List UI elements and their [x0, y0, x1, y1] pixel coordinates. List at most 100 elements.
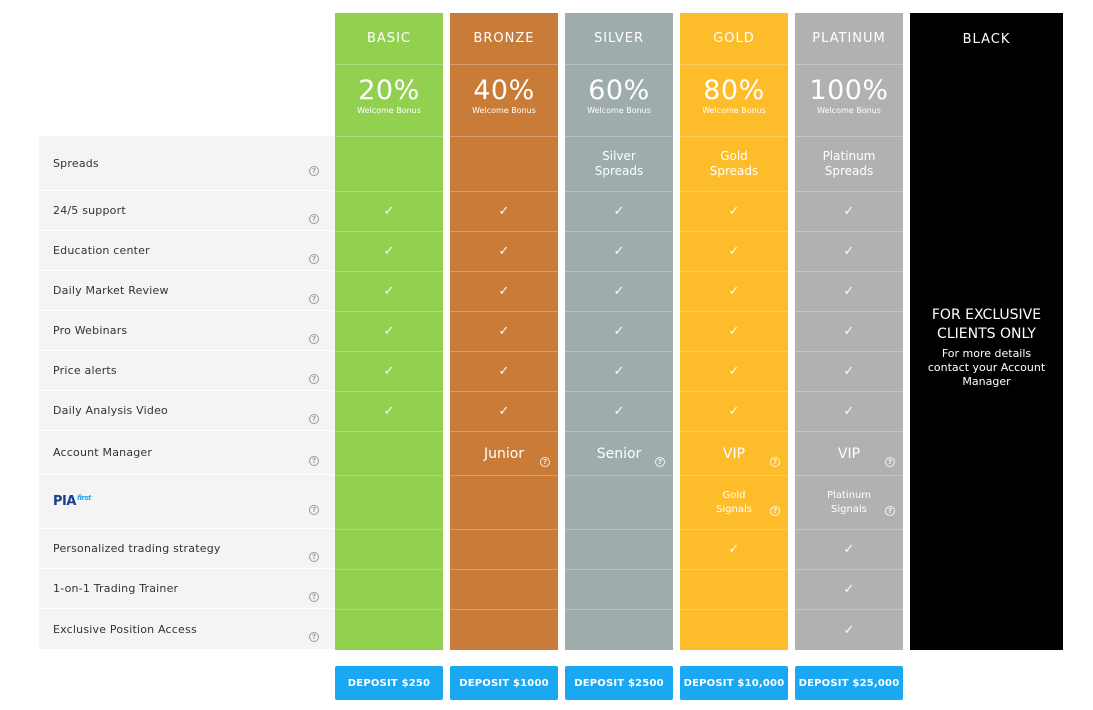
help-icon[interactable]: ? [309, 413, 319, 424]
checkmark-icon: ✓ [843, 324, 855, 339]
help-icon[interactable]: ? [309, 213, 319, 224]
feature-label: Account Manager [53, 446, 153, 459]
help-icon[interactable]: ? [309, 373, 319, 384]
pia-signals-cell: Platinum Signals? [795, 475, 903, 529]
account-manager-cell: Junior? [450, 431, 558, 475]
account-manager-value: VIP [837, 445, 861, 462]
checkmark-icon: ✓ [383, 244, 395, 259]
checkmark-icon: ✓ [498, 244, 510, 259]
plan-cell: ✓ [565, 311, 673, 351]
exclusive-message: FOR EXCLUSIVE CLIENTS ONLY For more deta… [910, 306, 1063, 389]
checkmark-icon: ✓ [843, 622, 855, 638]
feature-label: Daily Market Review [53, 284, 169, 297]
checkmark-icon: ✓ [843, 244, 855, 259]
account-manager-cell: VIP? [680, 431, 788, 475]
help-icon[interactable]: ? [540, 456, 550, 467]
feature-row: 1-on-1 Trading Trainer? [39, 569, 335, 609]
pia-logo-text: PIA [53, 494, 76, 509]
feature-row: Account Manager? [39, 431, 335, 475]
plan-name: PLATINUM [795, 13, 903, 65]
deposit-button-silver[interactable]: DEPOSIT $2500 [565, 666, 673, 700]
spreads-cell: Platinum Spreads [795, 136, 903, 191]
plan-cell [450, 569, 558, 609]
bonus-percent: 20% [358, 75, 420, 106]
deposit-button-gold[interactable]: DEPOSIT $10,000 [680, 666, 788, 700]
help-icon[interactable]: ? [309, 591, 319, 602]
help-icon-wrap: ? [309, 246, 319, 265]
help-icon[interactable]: ? [655, 456, 665, 467]
spreads-cell [335, 136, 443, 191]
help-icon[interactable]: ? [309, 551, 319, 562]
feature-label: Exclusive Position Access [53, 622, 197, 636]
help-icon[interactable]: ? [885, 456, 895, 467]
account-manager-cell: Senior? [565, 431, 673, 475]
checkmark-icon: ✓ [498, 204, 510, 219]
checkmark-icon: ✓ [728, 324, 740, 339]
help-icon[interactable]: ? [770, 456, 780, 467]
exclusive-subtitle: For more details contact your Account Ma… [927, 347, 1046, 388]
help-icon[interactable]: ? [309, 333, 319, 344]
checkmark-icon: ✓ [383, 284, 395, 299]
plan-cell: ✓ [795, 529, 903, 569]
plan-column-black: BLACK FOR EXCLUSIVE CLIENTS ONLY For mor… [910, 13, 1063, 650]
plan-cell: ✓ [450, 231, 558, 271]
help-icon[interactable]: ? [309, 455, 319, 466]
plan-name: BRONZE [450, 13, 558, 65]
feature-label: Pro Webinars [53, 324, 128, 337]
help-icon-wrap: ? [309, 206, 319, 225]
help-icon[interactable]: ? [309, 504, 319, 515]
bonus-label: Welcome Bonus [357, 106, 421, 115]
checkmark-icon: ✓ [728, 542, 740, 557]
help-icon-wrap: ? [885, 498, 895, 517]
help-icon-wrap: ? [309, 624, 319, 643]
plan-cell [565, 609, 673, 650]
checkmark-icon: ✓ [613, 364, 625, 379]
help-icon-wrap: ? [540, 449, 550, 468]
feature-row: Daily Market Review? [39, 271, 335, 311]
deposit-button-basic[interactable]: DEPOSIT $250 [335, 666, 443, 700]
feature-row: Price alerts? [39, 351, 335, 391]
help-icon[interactable]: ? [309, 632, 319, 642]
feature-row: PIAfirst? [39, 475, 335, 529]
help-icon-wrap: ? [770, 449, 780, 468]
checkmark-icon: ✓ [843, 582, 855, 597]
checkmark-icon: ✓ [613, 204, 625, 219]
bonus-label: Welcome Bonus [702, 106, 766, 115]
help-icon[interactable]: ? [885, 505, 895, 516]
help-icon-wrap: ? [309, 448, 319, 467]
help-icon[interactable]: ? [309, 253, 319, 264]
deposit-button-platinum[interactable]: DEPOSIT $25,000 [795, 666, 903, 700]
plan-cell: ✓ [795, 569, 903, 609]
checkmark-icon: ✓ [843, 364, 855, 379]
feature-row: 24/5 support? [39, 191, 335, 231]
bonus-percent: 100% [809, 75, 889, 106]
feature-label: Education center [53, 244, 150, 257]
plan-cell: ✓ [795, 351, 903, 391]
plan-cell: ✓ [680, 391, 788, 431]
help-icon-wrap: ? [309, 366, 319, 385]
feature-row: Daily Analysis Video? [39, 391, 335, 431]
help-icon-wrap: ? [309, 406, 319, 425]
help-icon-wrap: ? [309, 584, 319, 603]
bonus-percent: 60% [588, 75, 650, 106]
help-icon-wrap: ? [885, 449, 895, 468]
feature-row: Spreads? [39, 136, 335, 191]
checkmark-icon: ✓ [843, 284, 855, 299]
account-manager-value: Junior [483, 445, 525, 462]
plan-cell: ✓ [450, 391, 558, 431]
plan-cell: ✓ [450, 351, 558, 391]
help-icon-wrap: ? [309, 497, 319, 516]
deposit-button-bronze[interactable]: DEPOSIT $1000 [450, 666, 558, 700]
checkmark-icon: ✓ [728, 364, 740, 379]
spreads-cell [450, 136, 558, 191]
bonus-label: Welcome Bonus [817, 106, 881, 115]
plan-cell: ✓ [795, 391, 903, 431]
plan-name: SILVER [565, 13, 673, 65]
plan-cell [335, 529, 443, 569]
checkmark-icon: ✓ [383, 364, 395, 379]
help-icon[interactable]: ? [770, 505, 780, 516]
help-icon[interactable]: ? [309, 166, 319, 176]
feature-label: 1-on-1 Trading Trainer [53, 582, 179, 595]
help-icon[interactable]: ? [309, 293, 319, 304]
help-icon-wrap: ? [655, 449, 665, 468]
